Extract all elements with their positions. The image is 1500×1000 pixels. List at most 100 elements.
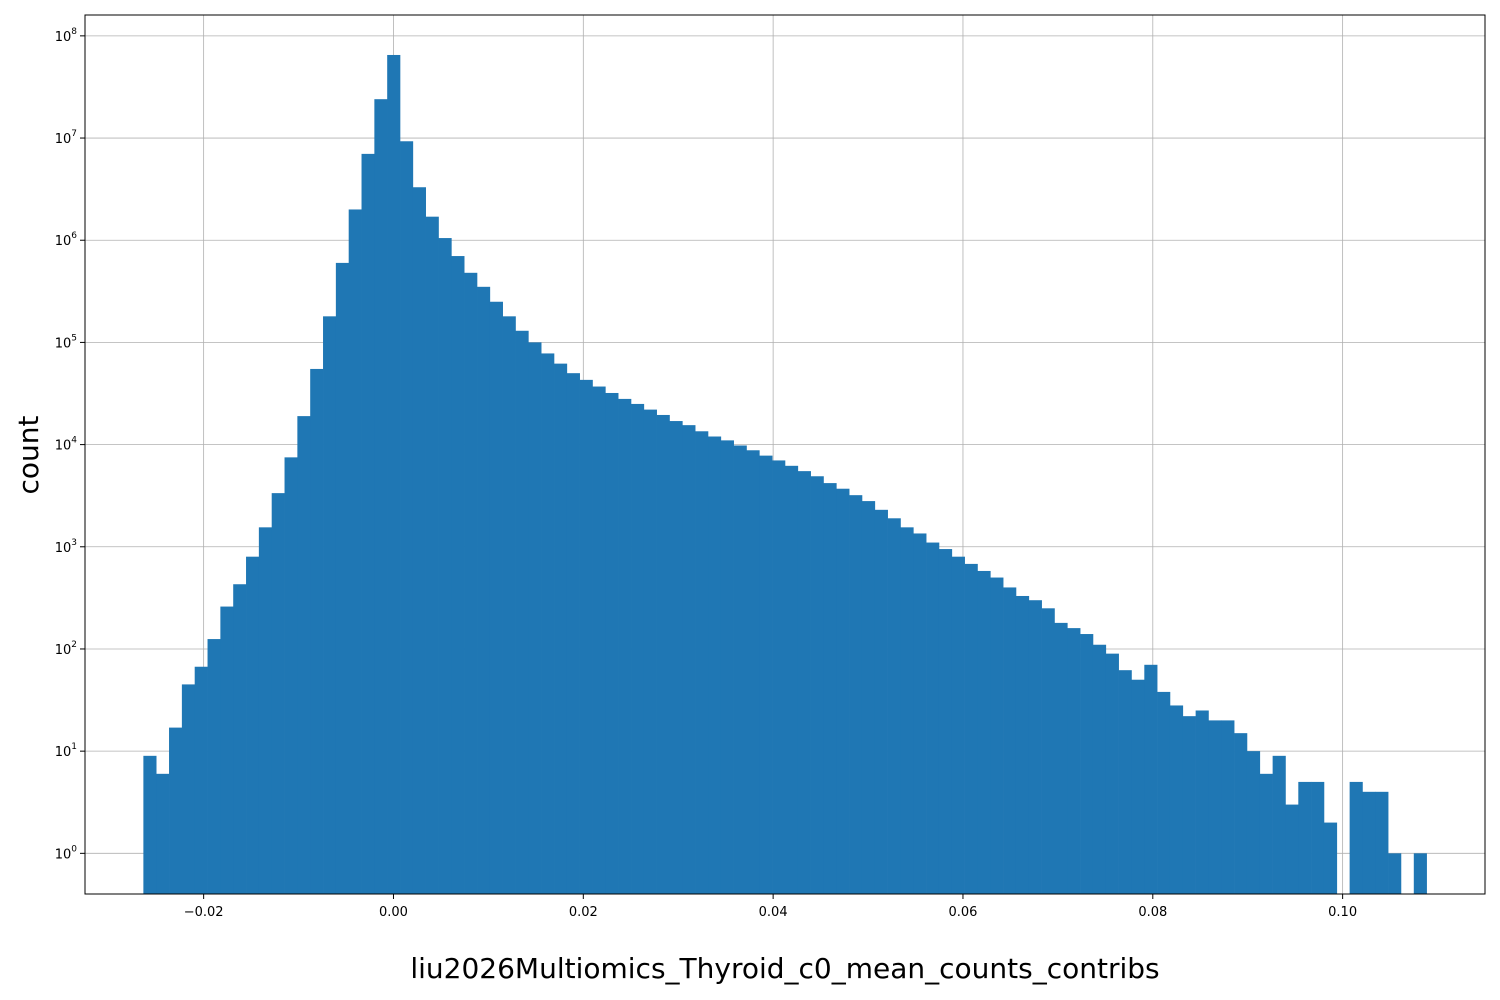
y-tick-label: 103 bbox=[55, 538, 77, 556]
histogram-bar bbox=[233, 584, 247, 894]
x-tick-label: 0.10 bbox=[1328, 905, 1357, 920]
histogram-bar bbox=[1157, 691, 1171, 894]
y-axis-ticks: 100 101 102 103 104 105 106 107 108 bbox=[55, 27, 85, 862]
histogram-bar bbox=[515, 330, 529, 894]
histogram-bar bbox=[541, 353, 555, 894]
histogram-bar bbox=[1144, 664, 1158, 894]
histogram-bar bbox=[387, 54, 401, 894]
histogram-bar bbox=[425, 216, 439, 895]
histogram-bar bbox=[143, 755, 157, 894]
histogram-bar bbox=[400, 141, 414, 894]
histogram-bar bbox=[977, 570, 991, 894]
histogram-bar bbox=[258, 527, 272, 894]
y-tick-label: 108 bbox=[55, 27, 78, 45]
histogram-bar bbox=[1003, 587, 1017, 894]
histogram-bar bbox=[1080, 634, 1094, 894]
histogram-bar bbox=[1298, 781, 1312, 894]
histogram-bar bbox=[348, 209, 362, 894]
histogram-bar bbox=[464, 272, 478, 894]
histogram-bar bbox=[913, 533, 927, 894]
x-tick-label: 0.08 bbox=[1138, 905, 1167, 920]
histogram-bar bbox=[1362, 791, 1376, 894]
histogram-bar bbox=[207, 639, 221, 894]
histogram-bar bbox=[900, 527, 914, 894]
histogram-bar bbox=[335, 262, 349, 894]
x-tick-label: 0.06 bbox=[948, 905, 977, 920]
x-axis-ticks: −0.02 0.00 0.02 0.04 0.06 0.08 0.10 bbox=[184, 894, 1357, 920]
histogram-bar bbox=[477, 286, 491, 894]
histogram-bar bbox=[1375, 791, 1389, 894]
histogram-bar bbox=[1105, 653, 1119, 894]
histogram-bar bbox=[720, 440, 734, 894]
y-tick-label: 104 bbox=[55, 436, 78, 454]
histogram-bar bbox=[1234, 733, 1248, 894]
x-tick-label: −0.02 bbox=[184, 905, 224, 920]
histogram-bar bbox=[1388, 853, 1402, 894]
histogram-bar bbox=[1208, 720, 1222, 894]
histogram-bar bbox=[797, 471, 811, 894]
histogram-bar bbox=[181, 684, 196, 894]
histogram-bar bbox=[220, 606, 234, 894]
histogram-bars bbox=[143, 54, 1427, 895]
histogram-bar bbox=[592, 386, 606, 894]
histogram-bar bbox=[246, 556, 260, 894]
histogram-bar bbox=[1285, 804, 1299, 894]
histogram-bar bbox=[1272, 755, 1286, 894]
histogram-bar bbox=[1131, 679, 1145, 894]
x-tick-label: 0.00 bbox=[379, 905, 408, 920]
y-tick-label: 102 bbox=[55, 640, 77, 658]
histogram-bar bbox=[733, 445, 747, 894]
histogram-bar bbox=[618, 398, 632, 894]
y-axis-label: count bbox=[12, 415, 45, 494]
histogram-bar bbox=[1054, 622, 1068, 894]
histogram-bar bbox=[451, 256, 465, 894]
histogram-bar bbox=[361, 153, 375, 895]
histogram-bar bbox=[785, 465, 799, 894]
histogram-bar bbox=[990, 577, 1004, 894]
histogram-bar bbox=[1195, 710, 1209, 894]
histogram-bar bbox=[374, 99, 388, 894]
y-tick-label: 100 bbox=[55, 844, 78, 862]
histogram-bar bbox=[605, 392, 619, 894]
histogram-bar bbox=[772, 460, 786, 894]
y-tick-label: 107 bbox=[55, 129, 77, 147]
y-tick-label: 106 bbox=[55, 231, 78, 249]
histogram-bar bbox=[169, 727, 183, 894]
histogram-bar bbox=[554, 363, 568, 895]
histogram-bar bbox=[849, 495, 863, 894]
histogram-bar bbox=[695, 431, 709, 894]
histogram-bar bbox=[938, 549, 953, 894]
histogram-bar bbox=[1067, 628, 1081, 894]
histogram-bar bbox=[1092, 644, 1107, 894]
histogram-bar bbox=[874, 509, 888, 894]
histogram-bar bbox=[1028, 600, 1042, 894]
histogram-bar bbox=[412, 187, 426, 895]
histogram-bar bbox=[502, 316, 516, 894]
x-axis-label: liu2026Multiomics_Thyroid_c0_mean_counts… bbox=[410, 952, 1159, 985]
histogram-bar bbox=[1259, 773, 1273, 894]
histogram-bar bbox=[323, 316, 337, 894]
histogram-bar bbox=[297, 416, 311, 894]
y-tick-label: 101 bbox=[55, 742, 77, 760]
histogram-bar bbox=[951, 556, 965, 894]
histogram-bar bbox=[566, 373, 580, 895]
histogram-bar bbox=[528, 342, 542, 894]
histogram-bar bbox=[746, 450, 760, 894]
histogram-bar bbox=[1246, 751, 1261, 894]
histogram-bar bbox=[887, 518, 901, 894]
histogram-bar bbox=[579, 379, 593, 894]
histogram-bar bbox=[1015, 595, 1030, 894]
histogram-bar bbox=[271, 493, 285, 894]
histogram-bar bbox=[1182, 716, 1196, 894]
histogram-bar bbox=[1311, 781, 1325, 894]
histogram-bar bbox=[489, 301, 503, 894]
histogram-bar bbox=[1169, 705, 1184, 894]
histogram-bar bbox=[823, 483, 837, 894]
x-tick-label: 0.02 bbox=[569, 905, 598, 920]
histogram-bar bbox=[631, 403, 645, 894]
histogram-bar bbox=[1323, 822, 1338, 894]
histogram-bar bbox=[284, 457, 298, 894]
plot-frame bbox=[84, 14, 1486, 895]
histogram-bar bbox=[836, 488, 850, 894]
